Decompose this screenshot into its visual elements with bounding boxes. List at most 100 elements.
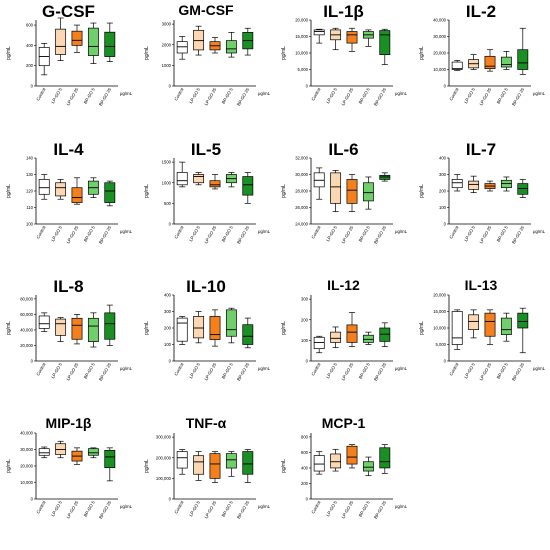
y-tick-label: 15,000 bbox=[295, 34, 308, 39]
y-tick-label: 30,000 bbox=[433, 34, 446, 39]
box-control bbox=[451, 309, 463, 350]
chart-panel: IL-10 pg/mL 0 100 200 300 400 Control LP-GO 5 LP-… bbox=[138, 275, 275, 412]
box-bp-go-5 bbox=[362, 331, 374, 345]
box-bp-go-5 bbox=[87, 312, 99, 348]
box-lp-go-25 bbox=[346, 27, 358, 52]
y-tick-label: 28,000 bbox=[295, 188, 308, 193]
y-tick-label: 400 bbox=[439, 155, 447, 160]
box-plot: pg/mL 0 100,000 200,000 300,000 Control LP-GO … bbox=[144, 432, 271, 519]
y-tick-label: 0 bbox=[443, 359, 446, 364]
y-tick-label: 60,000 bbox=[20, 312, 33, 317]
y-tick-label: 0 bbox=[31, 496, 34, 501]
box-iqr bbox=[346, 31, 358, 44]
x-tick-label: BP-GO 5 bbox=[495, 361, 508, 379]
x-tick-label: LP-GO 25 bbox=[340, 499, 354, 519]
box-iqr bbox=[313, 29, 325, 36]
box-iqr bbox=[176, 317, 188, 342]
x-tick-label: Control bbox=[173, 362, 184, 377]
box-lp-go-5 bbox=[467, 309, 479, 339]
y-tick-label: 0 bbox=[168, 359, 171, 364]
y-axis-label: pg/mL bbox=[144, 46, 150, 60]
x-tick-label: LP-GO 25 bbox=[203, 224, 217, 244]
y-tick-label: 5,000 bbox=[298, 67, 309, 72]
box-iqr bbox=[467, 314, 479, 330]
box-plot: pg/mL 0 10,000 20,000 30,000 40,000 Control LP-… bbox=[6, 430, 133, 519]
box-bp-go-5 bbox=[362, 176, 374, 210]
box-lp-go-25 bbox=[71, 176, 83, 205]
y-tick-label: 200 bbox=[26, 63, 34, 68]
x-tick-label: BP-GO 5 bbox=[358, 361, 371, 379]
chart-title: G-CSF bbox=[42, 2, 95, 21]
box-iqr bbox=[225, 452, 237, 468]
box-plot: pg/mL 0 200 400 600 Control LP-GO 5 LP-GO 25 BP-… bbox=[6, 17, 133, 107]
x-tick-label: Control bbox=[310, 224, 321, 239]
y-tick-label: 10,000 bbox=[20, 480, 33, 485]
box-control bbox=[38, 312, 50, 332]
box-control bbox=[176, 161, 188, 187]
y-tick-label: 1000 bbox=[161, 63, 171, 68]
y-tick-label: 140 bbox=[26, 155, 34, 160]
box-lp-go-25 bbox=[209, 450, 220, 483]
box-iqr bbox=[55, 28, 67, 55]
box-plot: pg/mL 0 5,000 10,000 15,000 20,000 Control LP-G… bbox=[419, 293, 546, 382]
x-tick-label: Control bbox=[448, 224, 459, 239]
y-tick-label: 0 bbox=[306, 84, 309, 89]
x-tick-label: Control bbox=[35, 362, 46, 377]
x-tick-label: LP-GO 5 bbox=[325, 86, 338, 104]
box-iqr bbox=[71, 317, 83, 340]
x-tick-label: Control bbox=[173, 224, 184, 239]
chart-panel: IL-1β pg/mL 0 5,000 10,000 15,000 20,000 Contro… bbox=[275, 0, 412, 137]
box-control bbox=[451, 173, 463, 191]
box-lp-go-5 bbox=[330, 169, 342, 212]
box-iqr bbox=[225, 40, 237, 54]
unit-label: μg/mL bbox=[258, 504, 271, 509]
x-tick-label: Control bbox=[448, 87, 459, 102]
box-control bbox=[451, 60, 463, 71]
box-lp-go-25 bbox=[209, 173, 220, 189]
box-lp-go-5 bbox=[192, 25, 204, 56]
box-control bbox=[313, 167, 325, 200]
box-iqr bbox=[104, 449, 116, 468]
x-tick-label: LP-GO 25 bbox=[478, 361, 492, 381]
chart-panel: MCP-1 pg/mL 0 200 400 600 800 Control LP-GO 5 LP-… bbox=[275, 413, 412, 550]
y-axis-label: pg/mL bbox=[281, 458, 287, 472]
box-plot: pg/mL 0 100 200 300 400 Control LP-GO 5 LP-GO 25… bbox=[144, 293, 271, 382]
box-iqr bbox=[192, 316, 204, 339]
y-axis-label: pg/mL bbox=[281, 46, 287, 60]
box-iqr bbox=[38, 178, 50, 195]
unit-label: μg/mL bbox=[258, 229, 271, 234]
box-lp-go-5 bbox=[55, 178, 67, 200]
box-iqr bbox=[104, 312, 116, 340]
box-plot: pg/mL 0 5,000 10,000 15,000 20,000 Control LP-G… bbox=[281, 18, 408, 107]
y-tick-label: 20,000 bbox=[433, 293, 446, 298]
box-iqr bbox=[467, 180, 479, 190]
y-tick-label: 500 bbox=[164, 200, 172, 205]
y-tick-label: 0 bbox=[31, 359, 34, 364]
x-tick-label: BP-GO 5 bbox=[83, 361, 96, 379]
chart-title: MCP-1 bbox=[321, 414, 366, 431]
y-tick-label: 30,000 bbox=[20, 447, 33, 452]
unit-label: μg/mL bbox=[120, 366, 133, 371]
x-tick-label: LP-GO 5 bbox=[50, 86, 63, 104]
chart-title: IL-8 bbox=[53, 277, 84, 296]
box-iqr bbox=[241, 450, 253, 475]
box-bp-go-5 bbox=[87, 446, 99, 458]
box-lp-go-25 bbox=[484, 180, 495, 191]
x-tick-label: BP-GO 5 bbox=[83, 86, 96, 104]
chart-title: IL-12 bbox=[327, 277, 360, 293]
chart-panel: TNF-α pg/mL 0 100,000 200,000 300,000 Control L… bbox=[138, 413, 275, 550]
y-tick-label: 200 bbox=[301, 480, 309, 485]
y-axis-label: pg/mL bbox=[6, 458, 12, 472]
x-tick-label: BP-GO 25 bbox=[98, 224, 113, 244]
box-iqr bbox=[516, 49, 528, 70]
box-iqr bbox=[241, 175, 253, 195]
y-tick-label: 40,000 bbox=[20, 327, 33, 332]
y-tick-label: 300 bbox=[439, 172, 447, 177]
x-tick-label: BP-GO 25 bbox=[373, 86, 388, 106]
box-control bbox=[176, 448, 188, 475]
box-bp-go-5 bbox=[500, 50, 512, 70]
y-tick-label: 300 bbox=[301, 297, 309, 302]
chart-title: IL-4 bbox=[53, 139, 84, 159]
unit-label: μg/mL bbox=[395, 504, 408, 509]
